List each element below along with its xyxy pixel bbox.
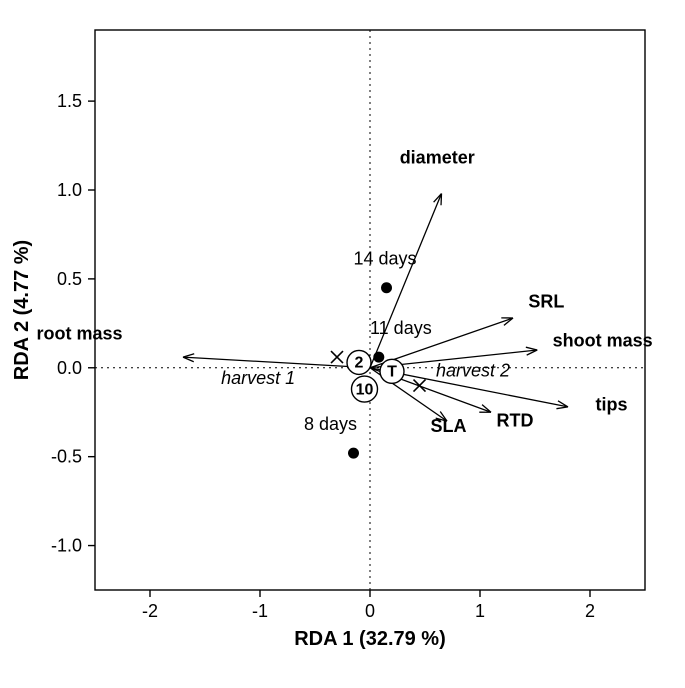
point-14-days [381, 282, 392, 293]
vector-label-RTD: RTD [497, 410, 534, 430]
x-tick-label: 1 [475, 601, 485, 621]
y-tick-label: 1.0 [57, 180, 82, 200]
circled-label-T: T [387, 364, 397, 381]
y-tick-label: 1.5 [57, 91, 82, 111]
y-axis-label: RDA 2 (4.77 %) [11, 240, 33, 380]
x-tick-label: 0 [365, 601, 375, 621]
point-label-11-days: 11 days [370, 318, 432, 338]
vector-label-tips: tips [596, 394, 628, 414]
cross-label-harvest-2: harvest 2 [436, 361, 510, 381]
vector-label-SRL: SRL [528, 291, 564, 311]
x-tick-label: -1 [252, 601, 268, 621]
x-tick-label: 2 [585, 601, 595, 621]
y-tick-label: -1.0 [51, 536, 82, 556]
y-tick-label: 0.0 [57, 358, 82, 378]
point-11-days [373, 352, 384, 363]
point-label-14-days: 14 days [354, 249, 417, 269]
x-axis-label: RDA 1 (32.79 %) [294, 628, 446, 650]
point-8-days [348, 448, 359, 459]
x-tick-label: -2 [142, 601, 158, 621]
y-tick-label: 0.5 [57, 269, 82, 289]
cross-label-harvest-1: harvest 1 [221, 368, 295, 388]
circled-label-2: 2 [355, 355, 364, 372]
rda-biplot: -2 -1 0 1 2 -1.0 -0.5 0.0 0.5 1.0 1.5 RDA 1 (32.79 … [0, 0, 685, 688]
vector-label-root-mass: root mass [36, 323, 122, 343]
vector-label-shoot-mass: shoot mass [553, 330, 653, 350]
circled-label-10: 10 [356, 381, 374, 398]
vector-label-SLA: SLA [431, 416, 467, 436]
vector-label-diameter: diameter [400, 147, 475, 167]
point-label-8-days: 8 days [304, 414, 357, 434]
y-tick-label: -0.5 [51, 447, 82, 467]
